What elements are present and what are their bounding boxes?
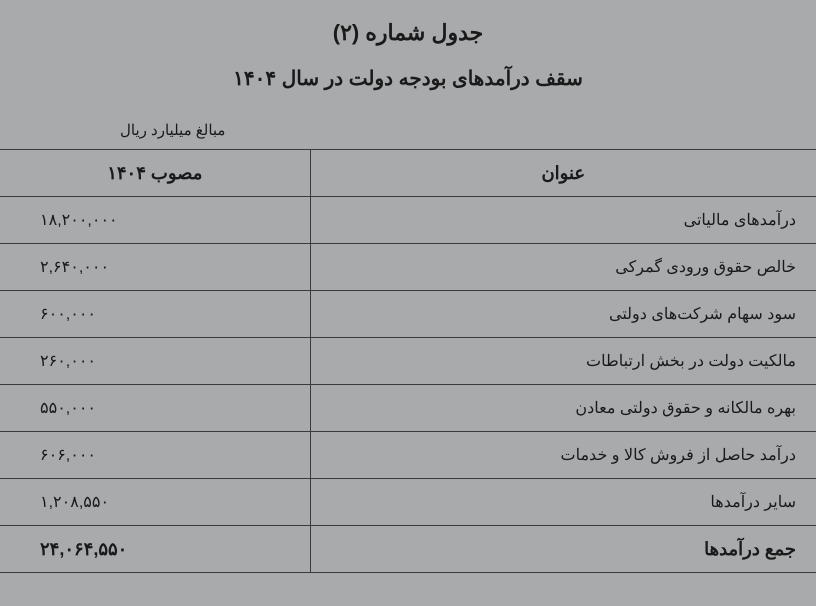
row-value: ۱,۲۰۸,۵۵۰ bbox=[0, 479, 310, 526]
row-label: خالص حقوق ورودی گمرکی bbox=[310, 244, 816, 291]
row-value: ۶۰۶,۰۰۰ bbox=[0, 432, 310, 479]
row-label: سایر درآمدها bbox=[310, 479, 816, 526]
column-header-title: عنوان bbox=[310, 150, 816, 197]
table-row: مالکیت دولت در بخش ارتباطات ۲۶۰,۰۰۰ bbox=[0, 338, 816, 385]
table-row: درآمد حاصل از فروش کالا و خدمات ۶۰۶,۰۰۰ bbox=[0, 432, 816, 479]
total-value: ۲۴,۰۶۴,۵۵۰ bbox=[0, 526, 310, 573]
row-value: ۵۵۰,۰۰۰ bbox=[0, 385, 310, 432]
total-label: جمع درآمدها bbox=[310, 526, 816, 573]
row-label: سود سهام شرکت‌های دولتی bbox=[310, 291, 816, 338]
row-label: مالکیت دولت در بخش ارتباطات bbox=[310, 338, 816, 385]
unit-label: مبالغ میلیارد ریال bbox=[0, 121, 816, 139]
table-row: بهره مالکانه و حقوق دولتی معادن ۵۵۰,۰۰۰ bbox=[0, 385, 816, 432]
table-row: سود سهام شرکت‌های دولتی ۶۰۰,۰۰۰ bbox=[0, 291, 816, 338]
table-total-row: جمع درآمدها ۲۴,۰۶۴,۵۵۰ bbox=[0, 526, 816, 573]
table-row: خالص حقوق ورودی گمرکی ۲,۶۴۰,۰۰۰ bbox=[0, 244, 816, 291]
row-value: ۱۸,۲۰۰,۰۰۰ bbox=[0, 197, 310, 244]
table-number: جدول شماره (۲) bbox=[0, 20, 816, 46]
row-label: بهره مالکانه و حقوق دولتی معادن bbox=[310, 385, 816, 432]
table-row: درآمدهای مالیاتی ۱۸,۲۰۰,۰۰۰ bbox=[0, 197, 816, 244]
table-row: سایر درآمدها ۱,۲۰۸,۵۵۰ bbox=[0, 479, 816, 526]
row-label: درآمدهای مالیاتی bbox=[310, 197, 816, 244]
page-title: سقف درآمدهای بودجه دولت در سال ۱۴۰۴ bbox=[0, 66, 816, 91]
revenue-table: عنوان مصوب ۱۴۰۴ درآمدهای مالیاتی ۱۸,۲۰۰,… bbox=[0, 149, 816, 573]
row-value: ۲۶۰,۰۰۰ bbox=[0, 338, 310, 385]
table-header-row: عنوان مصوب ۱۴۰۴ bbox=[0, 150, 816, 197]
row-value: ۲,۶۴۰,۰۰۰ bbox=[0, 244, 310, 291]
column-header-value: مصوب ۱۴۰۴ bbox=[0, 150, 310, 197]
row-label: درآمد حاصل از فروش کالا و خدمات bbox=[310, 432, 816, 479]
row-value: ۶۰۰,۰۰۰ bbox=[0, 291, 310, 338]
